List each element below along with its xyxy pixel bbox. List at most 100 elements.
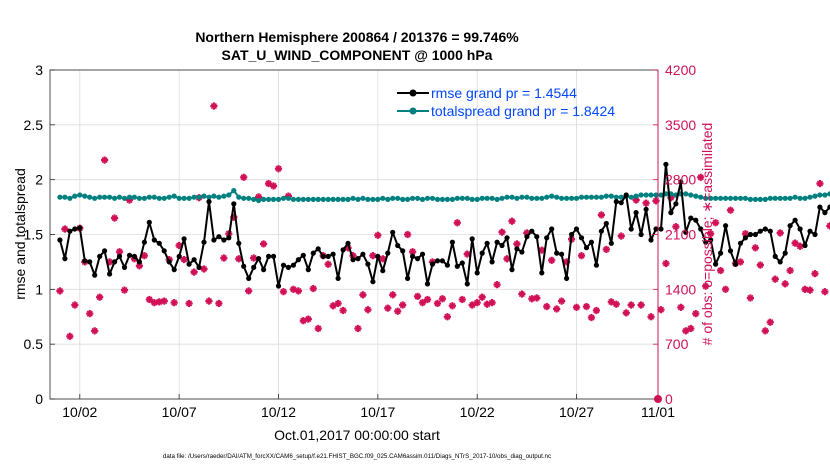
rmse-point [275, 283, 282, 289]
spread-point [807, 194, 813, 200]
spread-point [812, 193, 818, 199]
rmse-point [559, 251, 565, 257]
y-tick-label: 1.5 [24, 227, 44, 243]
spread-point [424, 195, 431, 201]
spread-point [817, 192, 823, 198]
obs-point [811, 270, 819, 278]
x-tick-label: 10/07 [162, 404, 197, 420]
obs-point [413, 292, 422, 300]
rmse-point [524, 234, 530, 240]
spread-point [544, 194, 550, 200]
rmse-point [668, 210, 674, 216]
rmse-point [688, 215, 694, 221]
rmse-point [385, 250, 391, 256]
rmse-point [454, 263, 460, 269]
spread-point [261, 196, 267, 202]
spread-point [266, 196, 272, 202]
spread-point [375, 196, 381, 202]
spread-point [236, 194, 242, 200]
rmse-point [236, 240, 242, 246]
rmse-point [166, 259, 172, 265]
rmse-point [112, 259, 118, 265]
rmse-point [434, 258, 441, 264]
obs-point [726, 206, 735, 214]
obs-markers [56, 102, 830, 403]
obs-point [418, 299, 427, 307]
rmse-point [797, 226, 803, 232]
obs-point [692, 310, 700, 318]
spread-point [370, 196, 376, 202]
obs-point [736, 258, 745, 266]
rmse-point [539, 270, 545, 276]
spread-point [782, 195, 788, 201]
spread-point [449, 196, 455, 202]
spread-point [454, 195, 460, 201]
spread-point [176, 195, 182, 201]
spread-point [196, 194, 202, 200]
rmse-point [544, 235, 550, 241]
obs-point [587, 313, 596, 322]
spread-point [499, 195, 505, 201]
x-tick-label: 10/12 [261, 404, 296, 420]
rmse-point [653, 226, 659, 232]
rmse-point [479, 250, 485, 256]
obs-point [662, 259, 670, 268]
spread-point [648, 192, 654, 198]
obs-point [577, 252, 586, 260]
rmse-point [762, 226, 768, 232]
obs-point [712, 219, 720, 227]
spread-point [772, 195, 778, 201]
obs-point [756, 261, 764, 269]
rmse-point [261, 267, 267, 273]
rmse-point [643, 206, 649, 212]
obs-point [716, 266, 725, 275]
rmse-point [489, 259, 495, 265]
rmse-point [673, 201, 679, 207]
rmse-point [320, 253, 326, 259]
spread-point [126, 194, 133, 200]
legend-spread-marker [409, 107, 417, 115]
obs-point [781, 280, 789, 288]
rmse-point [241, 263, 247, 269]
spread-point [524, 194, 530, 200]
obs-point [210, 102, 218, 110]
spread-point [434, 196, 441, 202]
rmse-point [390, 229, 396, 235]
spread-point [335, 196, 341, 202]
obs-point [612, 300, 620, 308]
rmse-point [628, 226, 634, 232]
rmse-point [176, 253, 182, 259]
spread-point [727, 195, 734, 201]
rmse-point [683, 229, 689, 235]
obs-point [721, 285, 730, 293]
rmse-point [708, 237, 714, 243]
obs-point [816, 179, 824, 188]
obs-point [200, 265, 208, 273]
spread-point [767, 195, 773, 201]
spread-point [57, 194, 63, 200]
rmse-point [395, 242, 401, 249]
rmse-point [737, 240, 744, 246]
rmse-point [658, 226, 664, 232]
rmse-point [578, 235, 585, 241]
spread-point [251, 196, 257, 202]
spread-point [514, 195, 520, 201]
rmse-point [270, 253, 277, 259]
spread-point [713, 195, 719, 201]
spread-point [231, 188, 237, 194]
obs-point [741, 230, 750, 238]
rmse-point [146, 219, 152, 225]
spread-point [216, 194, 222, 200]
obs-point [250, 254, 258, 262]
spread-point [107, 194, 113, 200]
obs-point [627, 301, 635, 309]
obs-point [771, 275, 779, 283]
spread-point [62, 194, 68, 200]
spread-point [752, 196, 759, 202]
legend-spread-label: totalspread grand pr = 1.8424 [431, 103, 615, 119]
rmse-point [564, 275, 570, 281]
spread-point [67, 195, 73, 201]
rmse-point [554, 250, 560, 256]
obs-point [374, 231, 382, 239]
obs-point [677, 303, 685, 311]
